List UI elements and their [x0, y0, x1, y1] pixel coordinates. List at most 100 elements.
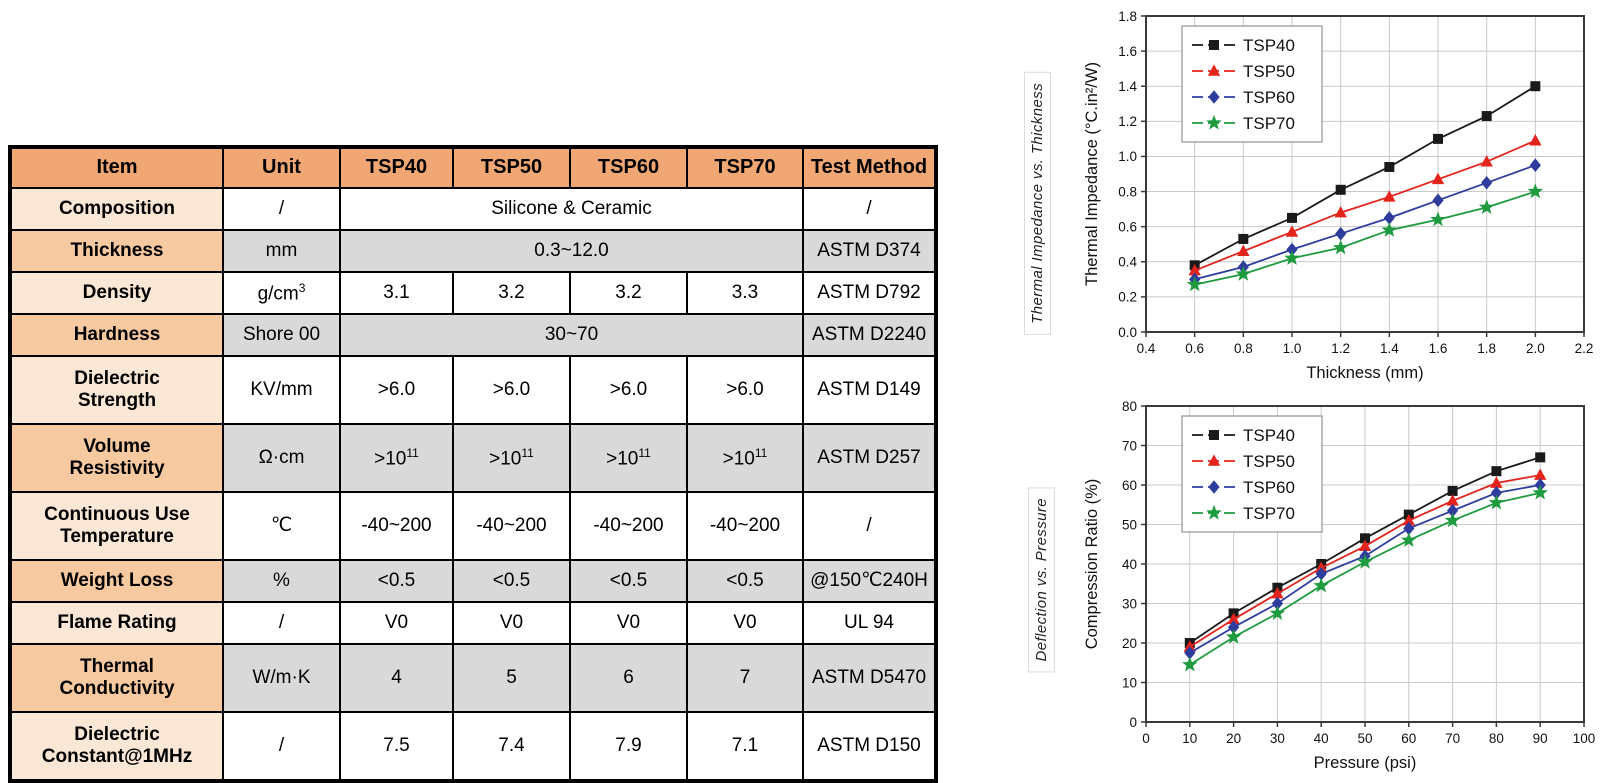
- value-cell: V0: [686, 601, 804, 645]
- value-cell: -40~200: [686, 491, 804, 561]
- svg-text:100: 100: [1573, 731, 1596, 746]
- thermal-impedance-plot: 0.4 0.6 0.8 1.0 1.2 1.4 1.6 1.8 2.0 2.2 0.0 0.2 0.4 0…: [1083, 9, 1594, 382]
- thermal-impedance-side-label: Thermal Impedance vs. Thickness: [1024, 72, 1051, 335]
- svg-text:TSP60: TSP60: [1243, 478, 1295, 497]
- table-row: Flame Rating / V0 V0 V0 V0 UL 94: [9, 601, 937, 645]
- table-row: Continuous Use Temperature ℃ -40~200 -40~20…: [9, 491, 937, 561]
- value-cell: <0.5: [339, 559, 454, 603]
- row-label: Thickness: [9, 229, 224, 273]
- value-cell: /: [222, 187, 341, 231]
- value-cell: Ω·cm: [222, 423, 341, 493]
- value-cell: >6.0: [686, 355, 804, 425]
- svg-text:1.6: 1.6: [1429, 341, 1448, 356]
- svg-text:10: 10: [1182, 731, 1197, 746]
- svg-text:50: 50: [1357, 731, 1372, 746]
- value-cell: W/m·K: [222, 643, 341, 713]
- header-row: Item Unit TSP40 TSP50 TSP60 TSP70 Test Method: [9, 146, 937, 189]
- svg-text:0.8: 0.8: [1118, 184, 1137, 199]
- svg-text:30: 30: [1270, 731, 1285, 746]
- value-cell: 5: [452, 643, 571, 713]
- svg-text:0.8: 0.8: [1234, 341, 1253, 356]
- spec-table-wrap: Item Unit TSP40 TSP50 TSP60 TSP70 Test Method C…: [8, 145, 938, 783]
- svg-text:TSP60: TSP60: [1243, 88, 1295, 107]
- column-header: TSP50: [452, 146, 571, 189]
- svg-text:1.2: 1.2: [1331, 341, 1350, 356]
- value-cell: ASTM D149: [802, 355, 937, 425]
- svg-text:Thermal Impedance (°C.in²/W): Thermal Impedance (°C.in²/W): [1083, 62, 1101, 286]
- value-cell: /: [802, 491, 937, 561]
- svg-text:1.0: 1.0: [1283, 341, 1302, 356]
- value-cell: <0.5: [569, 559, 688, 603]
- svg-text:0.2: 0.2: [1118, 290, 1137, 305]
- row-label: Composition: [9, 187, 224, 231]
- table-row: Thickness mm 0.3~12.0 ASTM D374: [9, 229, 937, 273]
- svg-text:2.2: 2.2: [1575, 341, 1594, 356]
- value-cell: 7.1: [686, 711, 804, 782]
- row-label: Volume Resistivity: [9, 423, 224, 493]
- value-cell: @150℃240H: [802, 559, 937, 603]
- row-label: Dielectric Constant@1MHz: [9, 711, 224, 782]
- svg-text:0.0: 0.0: [1118, 325, 1137, 340]
- svg-text:Thickness (mm): Thickness (mm): [1306, 364, 1423, 382]
- column-header: Item: [9, 146, 224, 189]
- value-cell: 3.2: [452, 271, 571, 315]
- value-cell: 3.2: [569, 271, 688, 315]
- value-cell: V0: [339, 601, 454, 645]
- svg-text:70: 70: [1122, 438, 1137, 453]
- svg-text:50: 50: [1122, 517, 1137, 532]
- value-cell: /: [802, 187, 937, 231]
- column-header: TSP60: [569, 146, 688, 189]
- value-cell: ASTM D2240: [802, 313, 937, 357]
- value-cell: -40~200: [569, 491, 688, 561]
- value-cell: -40~200: [339, 491, 454, 561]
- value-cell: ASTM D374: [802, 229, 937, 273]
- svg-text:2.0: 2.0: [1526, 341, 1545, 356]
- table-row: Density g/cm3 3.1 3.2 3.2 3.3 ASTM D792: [9, 271, 937, 315]
- svg-text:1.0: 1.0: [1118, 149, 1137, 164]
- value-cell: V0: [569, 601, 688, 645]
- row-label: Hardness: [9, 313, 224, 357]
- value-cell: 7.9: [569, 711, 688, 782]
- value-cell: ℃: [222, 491, 341, 561]
- svg-text:Compression Ratio (%): Compression Ratio (%): [1083, 479, 1101, 650]
- svg-text:Pressure (psi): Pressure (psi): [1314, 754, 1417, 772]
- svg-text:70: 70: [1445, 731, 1460, 746]
- compression-ratio-chart: 0 10 20 30 40 50 60 70 80 90 100 0 10 20 30 40 50 60 70 80 P…: [1080, 390, 1604, 781]
- row-label: Continuous Use Temperature: [9, 491, 224, 561]
- value-cell: >6.0: [452, 355, 571, 425]
- compression-ratio-plot: 0 10 20 30 40 50 60 70 80 90 100 0 10 20 30 40 50 60 70 80 P…: [1083, 399, 1596, 772]
- svg-text:0.6: 0.6: [1185, 341, 1204, 356]
- value-cell: 0.3~12.0: [339, 229, 804, 273]
- spec-table: Item Unit TSP40 TSP50 TSP60 TSP70 Test Method C…: [8, 145, 938, 783]
- value-cell: /: [222, 601, 341, 645]
- svg-text:60: 60: [1122, 478, 1137, 493]
- value-cell: >6.0: [569, 355, 688, 425]
- table-row: Hardness Shore 00 30~70 ASTM D2240: [9, 313, 937, 357]
- value-cell: -40~200: [452, 491, 571, 561]
- value-cell: ASTM D257: [802, 423, 937, 493]
- svg-text:TSP70: TSP70: [1243, 114, 1295, 133]
- value-cell: >1011: [452, 423, 571, 493]
- row-label: Density: [9, 271, 224, 315]
- deflection-side-label: Deflection vs. Pressure: [1028, 487, 1055, 673]
- value-cell: V0: [452, 601, 571, 645]
- svg-text:1.8: 1.8: [1477, 341, 1496, 356]
- value-cell: ASTM D792: [802, 271, 937, 315]
- value-cell: KV/mm: [222, 355, 341, 425]
- table-row: Weight Loss% <0.5 <0.5 <0.5 <0.5 @150℃240H: [9, 559, 937, 603]
- value-cell: Silicone & Ceramic: [339, 187, 804, 231]
- row-label: Weight Loss: [9, 559, 224, 603]
- value-cell: >1011: [569, 423, 688, 493]
- value-cell: >1011: [686, 423, 804, 493]
- svg-text:TSP50: TSP50: [1243, 452, 1295, 471]
- value-cell: >6.0: [339, 355, 454, 425]
- value-cell: Shore 00: [222, 313, 341, 357]
- row-label: Thermal Conductivity: [9, 643, 224, 713]
- value-cell: ASTM D5470: [802, 643, 937, 713]
- svg-text:1.8: 1.8: [1118, 9, 1137, 24]
- value-cell: 4: [339, 643, 454, 713]
- svg-text:1.4: 1.4: [1380, 341, 1399, 356]
- svg-text:TSP50: TSP50: [1243, 62, 1295, 81]
- column-header: TSP40: [339, 146, 454, 189]
- svg-text:60: 60: [1401, 731, 1416, 746]
